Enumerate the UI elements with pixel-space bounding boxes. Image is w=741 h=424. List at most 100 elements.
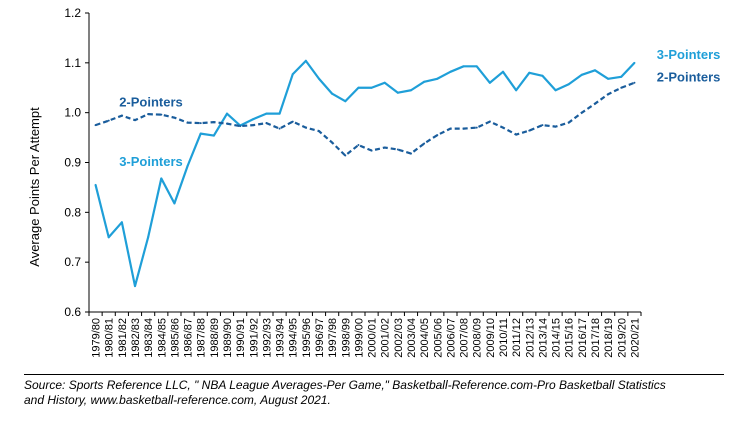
x-tick-label: 1990/91 bbox=[235, 318, 247, 358]
data-point bbox=[160, 177, 163, 180]
x-tick-label: 2004/05 bbox=[419, 318, 431, 358]
data-point bbox=[199, 122, 202, 125]
x-tick-label: 1999/00 bbox=[353, 318, 365, 358]
data-point bbox=[331, 92, 334, 95]
y-tick-label: 1.2 bbox=[64, 6, 81, 20]
data-point bbox=[436, 77, 439, 80]
y-tick-label: 1.0 bbox=[64, 106, 81, 120]
data-point bbox=[515, 89, 518, 92]
data-point bbox=[331, 141, 334, 144]
data-point bbox=[554, 89, 557, 92]
x-tick-label: 1995/96 bbox=[301, 318, 313, 358]
x-tick-label: 1989/90 bbox=[222, 318, 234, 358]
data-point bbox=[94, 183, 97, 186]
x-tick-label: 2001/02 bbox=[380, 318, 392, 358]
x-tick-label: 1988/89 bbox=[209, 318, 221, 358]
data-point bbox=[370, 149, 373, 152]
x-tick-label: 1981/82 bbox=[117, 318, 129, 358]
data-point bbox=[594, 102, 596, 105]
x-tick-label: 1986/87 bbox=[183, 318, 195, 358]
data-point bbox=[475, 65, 478, 68]
x-tick-label: 2014/15 bbox=[551, 318, 563, 358]
data-point bbox=[567, 121, 570, 124]
data-point bbox=[212, 121, 215, 124]
data-point bbox=[107, 236, 110, 239]
y-tick-label: 1.1 bbox=[64, 56, 81, 70]
data-point bbox=[436, 134, 439, 137]
series-lines bbox=[94, 59, 636, 288]
data-point bbox=[344, 100, 347, 103]
data-point bbox=[462, 65, 465, 68]
data-point bbox=[515, 133, 518, 136]
data-point bbox=[396, 91, 399, 94]
data-point bbox=[357, 86, 360, 89]
x-tick-label: 1992/93 bbox=[261, 318, 273, 358]
data-point bbox=[620, 86, 623, 89]
x-tick-label: 2012/13 bbox=[524, 318, 536, 358]
series-label-2: 3-Pointers bbox=[657, 47, 721, 62]
x-tick-label: 1991/92 bbox=[248, 318, 260, 358]
data-point bbox=[594, 69, 596, 72]
data-point bbox=[318, 130, 320, 133]
data-point bbox=[554, 125, 557, 128]
x-tick-label: 2013/14 bbox=[537, 318, 549, 358]
data-point bbox=[383, 81, 386, 84]
data-point bbox=[357, 144, 360, 147]
data-point bbox=[396, 148, 399, 151]
data-point bbox=[502, 70, 504, 73]
data-point bbox=[423, 142, 426, 145]
data-point bbox=[226, 122, 228, 125]
x-tick-label: 1984/85 bbox=[156, 318, 168, 358]
data-point bbox=[607, 77, 610, 80]
data-point bbox=[212, 134, 215, 137]
data-point bbox=[304, 59, 307, 62]
data-point bbox=[107, 119, 110, 122]
data-point bbox=[120, 221, 123, 224]
data-point bbox=[134, 285, 136, 288]
x-tick-label: 2010/11 bbox=[498, 318, 510, 357]
data-point bbox=[278, 112, 281, 115]
y-tick-label: 0.7 bbox=[64, 255, 81, 269]
data-point bbox=[291, 120, 294, 123]
data-point bbox=[541, 74, 544, 77]
data-point bbox=[291, 73, 294, 76]
source-line-2: and History, www.basketball-reference.co… bbox=[24, 393, 331, 407]
data-point bbox=[541, 124, 544, 127]
data-point bbox=[410, 89, 412, 92]
data-point bbox=[488, 81, 491, 84]
data-point bbox=[199, 132, 202, 135]
y-axis-label-group: Average Points Per Attempt bbox=[27, 107, 42, 267]
data-point bbox=[344, 154, 347, 157]
x-tick-label: 1996/97 bbox=[314, 318, 326, 358]
x-tick-label: 1994/95 bbox=[288, 318, 300, 358]
data-point bbox=[226, 112, 228, 115]
source-line-1: Source: Sports Reference LLC, " NBA Leag… bbox=[24, 378, 666, 392]
data-point bbox=[134, 119, 136, 122]
data-point bbox=[120, 114, 123, 117]
x-tick-label: 2007/08 bbox=[459, 318, 471, 358]
x-tick-label: 2000/01 bbox=[367, 318, 379, 358]
data-point bbox=[449, 127, 452, 130]
data-point bbox=[94, 124, 97, 127]
data-point bbox=[488, 120, 491, 123]
x-tick-label: 1980/81 bbox=[104, 318, 116, 358]
x-tick-label: 1983/84 bbox=[143, 318, 155, 358]
data-point bbox=[502, 126, 504, 129]
data-point bbox=[304, 126, 307, 129]
x-tick-label: 2006/07 bbox=[445, 318, 457, 358]
x-tick-label: 1997/98 bbox=[327, 318, 339, 358]
axis-ticks: 0.6 0.7 0.8 0.9 1.0 1.1 1.2 1979/80 1980/81 1981/… bbox=[64, 6, 642, 358]
x-tick-label: 1979/80 bbox=[91, 318, 103, 358]
x-tick-label: 2019/20 bbox=[616, 318, 628, 358]
data-point bbox=[370, 86, 373, 89]
series-label-0: 2-Pointers bbox=[119, 95, 183, 110]
x-tick-label: 2017/18 bbox=[590, 318, 602, 358]
y-tick-label: 0.8 bbox=[64, 205, 81, 219]
data-point bbox=[173, 202, 176, 205]
data-point bbox=[265, 122, 268, 125]
data-point bbox=[186, 121, 189, 124]
data-point bbox=[475, 126, 478, 129]
data-point bbox=[567, 83, 570, 86]
